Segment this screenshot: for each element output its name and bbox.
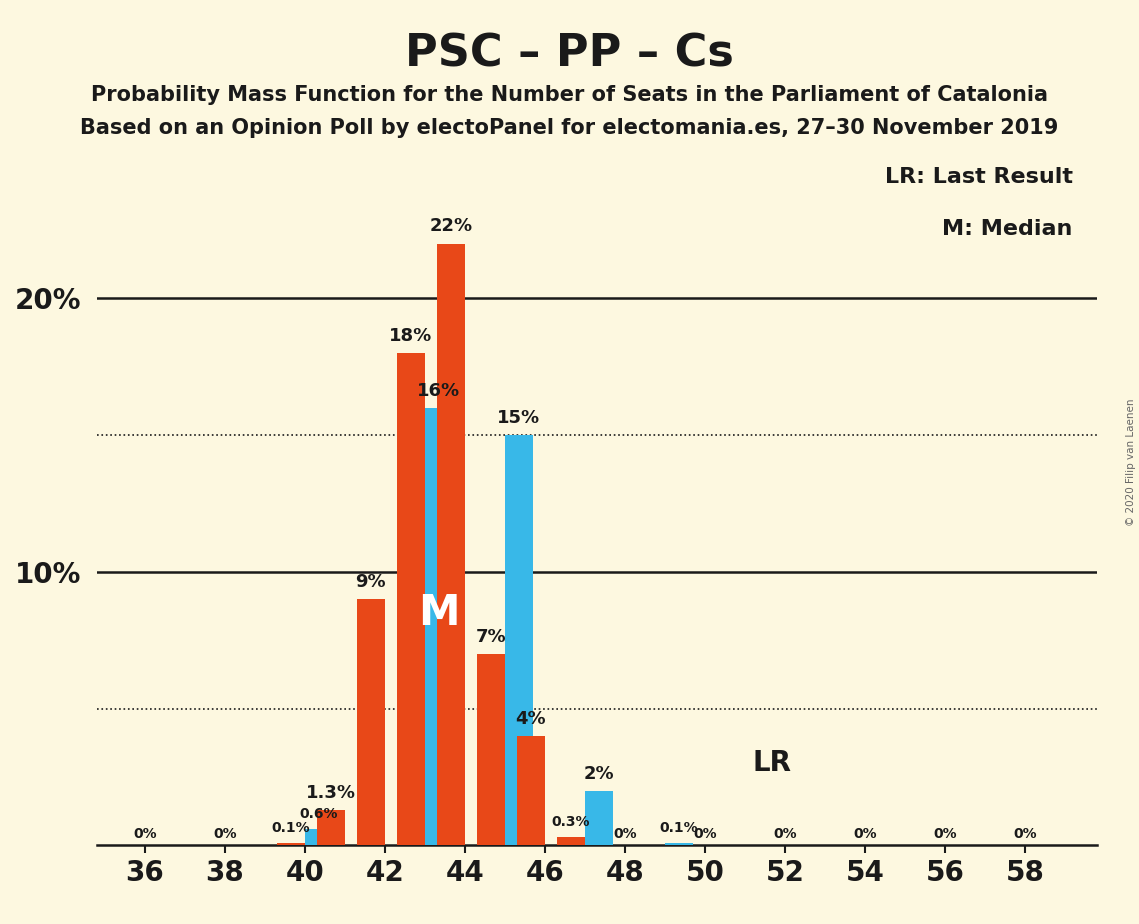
Text: LR: LR [753, 749, 792, 777]
Text: 0%: 0% [773, 827, 796, 842]
Text: 0%: 0% [613, 827, 637, 842]
Bar [277, 843, 305, 845]
Text: 16%: 16% [417, 382, 460, 399]
Text: 0%: 0% [1013, 827, 1036, 842]
Bar [665, 843, 693, 845]
Text: 0.6%: 0.6% [300, 807, 338, 821]
Bar [557, 837, 584, 845]
Text: Based on an Opinion Poll by electoPanel for electomania.es, 27–30 November 2019: Based on an Opinion Poll by electoPanel … [81, 118, 1058, 139]
Text: Probability Mass Function for the Number of Seats in the Parliament of Catalonia: Probability Mass Function for the Number… [91, 85, 1048, 105]
Text: 0%: 0% [213, 827, 237, 842]
Bar [584, 791, 613, 845]
Text: 0%: 0% [693, 827, 716, 842]
Text: 0.1%: 0.1% [271, 821, 310, 834]
Text: PSC – PP – Cs: PSC – PP – Cs [405, 32, 734, 76]
Bar [425, 407, 453, 845]
Bar [517, 736, 544, 845]
Text: 18%: 18% [390, 327, 433, 345]
Text: 15%: 15% [498, 409, 540, 427]
Text: 9%: 9% [355, 573, 386, 591]
Text: 0.1%: 0.1% [659, 821, 698, 834]
Text: 4%: 4% [516, 710, 546, 728]
Bar [305, 829, 333, 845]
Bar [477, 654, 505, 845]
Bar [437, 244, 465, 845]
Text: M: M [418, 592, 459, 634]
Text: 0%: 0% [133, 827, 157, 842]
Text: 22%: 22% [429, 217, 473, 236]
Text: M: Median: M: Median [942, 219, 1073, 239]
Bar [505, 435, 533, 845]
Text: 0.3%: 0.3% [551, 815, 590, 829]
Text: © 2020 Filip van Laenen: © 2020 Filip van Laenen [1126, 398, 1136, 526]
Text: 0%: 0% [853, 827, 877, 842]
Bar [396, 353, 425, 845]
Text: 7%: 7% [475, 627, 506, 646]
Text: 2%: 2% [583, 764, 614, 783]
Bar [357, 600, 385, 845]
Text: 1.3%: 1.3% [306, 784, 355, 802]
Bar [317, 810, 345, 845]
Text: LR: Last Result: LR: Last Result [885, 167, 1073, 187]
Text: 0%: 0% [933, 827, 957, 842]
